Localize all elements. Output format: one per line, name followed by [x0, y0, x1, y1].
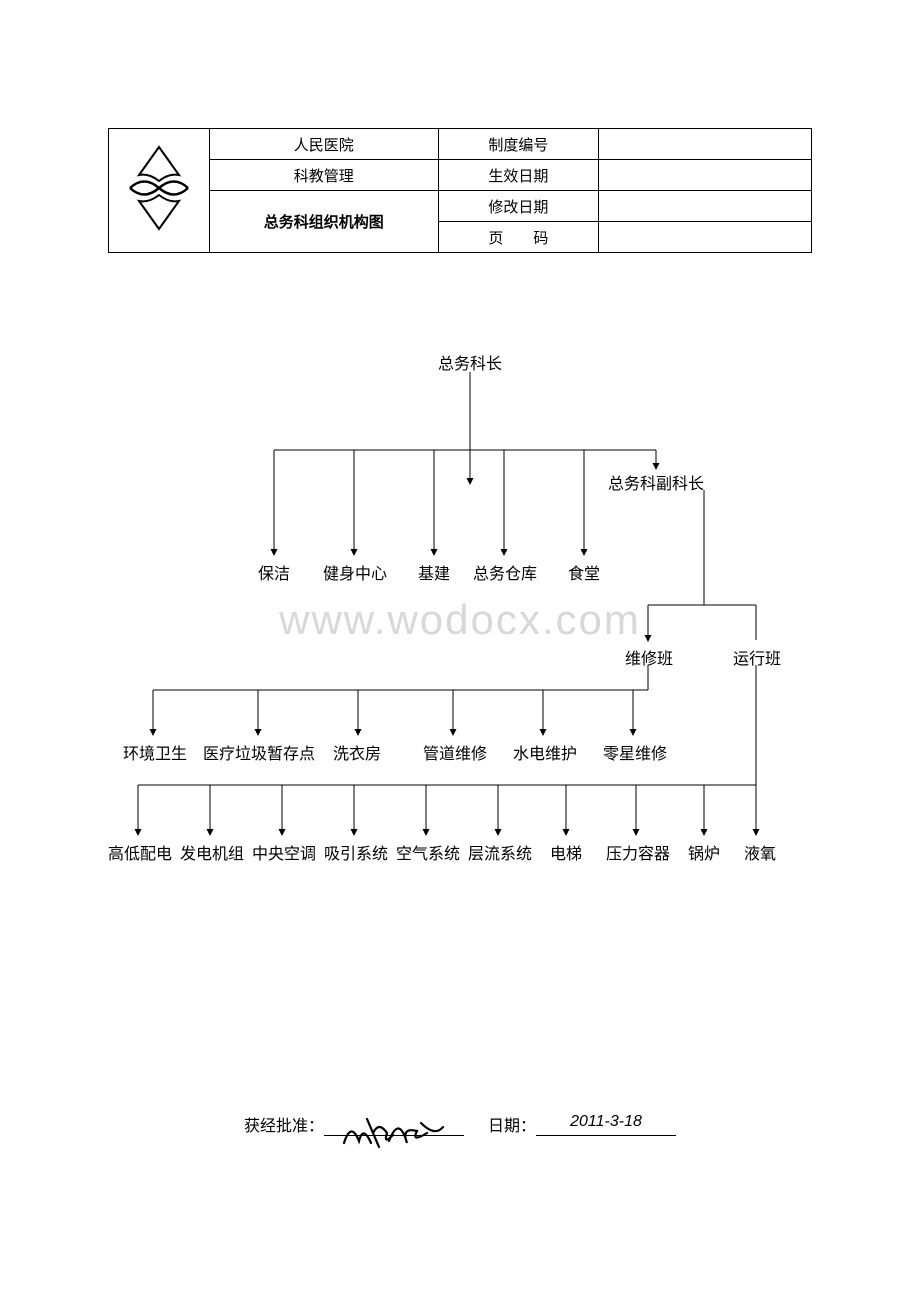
- node-l2e: 食堂: [568, 560, 600, 584]
- header-docno-label: 制度编号: [438, 129, 598, 160]
- header-revised-value: [598, 191, 811, 222]
- org-chart: 总务科长总务科副科长保洁 健身中心 基建总务仓库 食堂维修班 运行班环境卫生医疗垃圾暂存…: [108, 320, 808, 920]
- header-org: 人民医院: [209, 129, 438, 160]
- node-l2a: 保洁: [258, 560, 290, 584]
- header-table: 人民医院 制度编号 科教管理 生效日期 总务科组织机构图 修改日期 页 码: [108, 128, 812, 253]
- node-yunxing: 运行班: [733, 645, 781, 669]
- node-weixiu: 维修班: [625, 645, 673, 669]
- date-underline: 2011-3-18: [536, 1113, 676, 1136]
- node-l3f: 零星维修: [603, 740, 667, 764]
- node-l4h: 压力容器: [606, 840, 670, 864]
- node-l4j: 液氧: [744, 840, 776, 864]
- node-l2c: 基建: [418, 560, 450, 584]
- signature-underline: [324, 1113, 464, 1136]
- header-effective-label: 生效日期: [438, 160, 598, 191]
- header-revised-label: 修改日期: [438, 191, 598, 222]
- node-l3b: 医疗垃圾暂存点: [203, 740, 315, 764]
- signature-icon: [339, 1113, 449, 1153]
- node-l3a: 环境卫生: [123, 740, 187, 764]
- header-page-value: [598, 222, 811, 253]
- header-effective-value: [598, 160, 811, 191]
- node-l4i: 锅炉: [688, 840, 720, 864]
- node-l3d: 管道维修: [423, 740, 487, 764]
- logo-cell: [109, 129, 210, 253]
- node-l3e: 水电维护: [513, 740, 577, 764]
- node-l4c: 中央空调: [252, 840, 316, 864]
- node-l4a: 高低配电: [108, 840, 172, 864]
- node-l4f: 层流系统: [468, 840, 532, 864]
- chart-lines: [108, 320, 808, 920]
- header-page-label: 页 码: [438, 222, 598, 253]
- node-deputy: 总务科副科长: [608, 470, 704, 494]
- node-l4b: 发电机组: [180, 840, 244, 864]
- header-docno-value: [598, 129, 811, 160]
- node-l3c: 洗衣房: [333, 740, 381, 764]
- header-dept: 科教管理: [209, 160, 438, 191]
- node-l4g: 电梯: [550, 840, 582, 864]
- logo-icon: [124, 145, 194, 231]
- signature-line: 获经批准： 日期： 2011-3-18: [0, 1112, 920, 1136]
- date-label: 日期：: [488, 1118, 536, 1135]
- approval-label: 获经批准：: [244, 1118, 324, 1135]
- date-value: 2011-3-18: [570, 1113, 642, 1130]
- node-l4e: 空气系统: [396, 840, 460, 864]
- header-title: 总务科组织机构图: [209, 191, 438, 253]
- node-l2d: 总务仓库: [473, 560, 537, 584]
- page: 人民医院 制度编号 科教管理 生效日期 总务科组织机构图 修改日期 页 码 ww…: [0, 0, 920, 1302]
- node-l2b: 健身中心: [323, 560, 387, 584]
- node-l4d: 吸引系统: [324, 840, 388, 864]
- node-root: 总务科长: [438, 350, 502, 374]
